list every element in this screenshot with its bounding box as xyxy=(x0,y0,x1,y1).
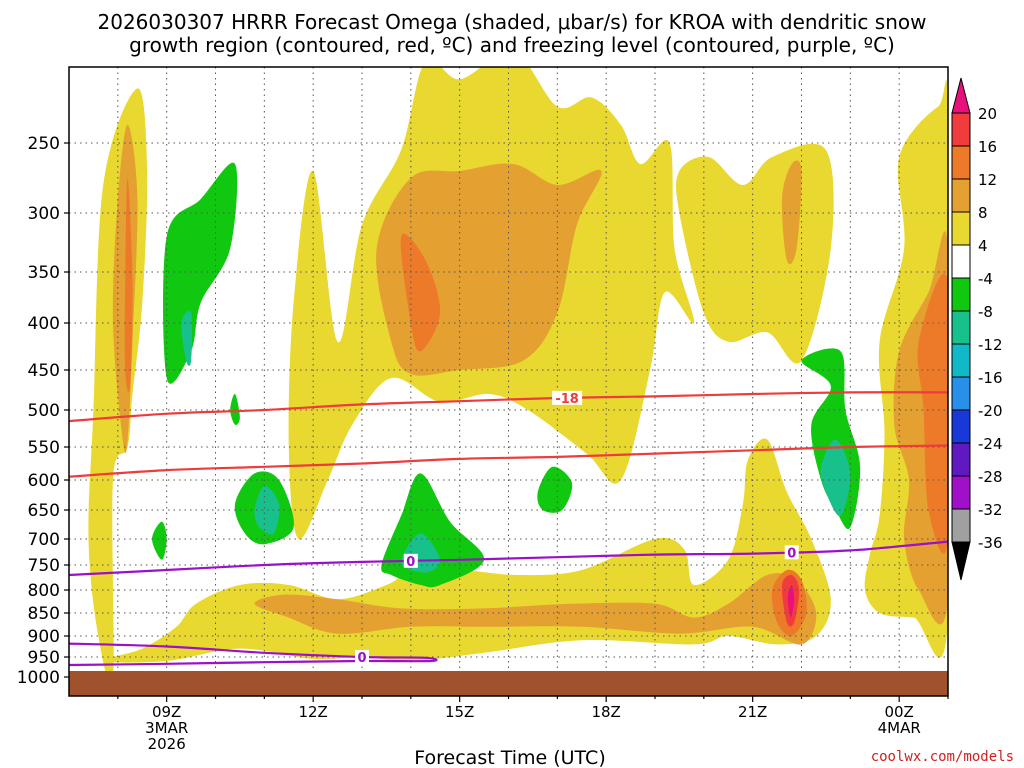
colorbar-bin xyxy=(951,310,971,345)
colorbar-label: 20 xyxy=(978,105,997,123)
title-line-2: growth region (contoured, red, ºC) and f… xyxy=(129,33,895,57)
omega-region-12 xyxy=(124,178,133,393)
freezing-level-label: 0 xyxy=(787,546,796,561)
title-line-1: 2026030307 HRRR Forecast Omega (shaded, … xyxy=(98,10,927,34)
y-tick-label: 900 xyxy=(28,627,60,647)
y-tick-label: 850 xyxy=(28,604,60,624)
omega-region-neg4 xyxy=(152,521,167,560)
y-tick-label: 500 xyxy=(28,401,60,421)
terrain-below-ground xyxy=(69,671,948,696)
colorbar-label: -4 xyxy=(978,270,993,288)
colorbar-bin xyxy=(951,376,971,411)
colorbar-bin xyxy=(951,178,971,213)
x-tick-label: 2026 xyxy=(148,735,186,753)
y-tick-label: 750 xyxy=(28,556,60,576)
colorbar-label: -24 xyxy=(978,435,1003,453)
omega-region-12 xyxy=(917,273,948,554)
y-tick-label: 350 xyxy=(28,263,60,283)
freezing-level-line xyxy=(69,540,948,577)
colorbar-bin xyxy=(951,508,971,543)
colorbar-bin xyxy=(951,244,971,279)
x-tick-label: 09Z xyxy=(152,703,181,721)
freezing-level-label-bg xyxy=(403,553,418,568)
dgz-isotherm-line xyxy=(69,391,948,423)
colorbar-bin xyxy=(951,442,971,477)
colorbar-label: 16 xyxy=(978,138,997,156)
colorbar-bin xyxy=(951,145,971,180)
omega-region-neg8 xyxy=(820,439,851,517)
omega-shading xyxy=(88,67,948,685)
x-tick-label: 00Z xyxy=(884,703,913,721)
y-tick-label: 400 xyxy=(28,314,60,334)
freezing-level-line xyxy=(69,642,438,667)
omega-region-neg8 xyxy=(181,310,193,366)
omega-region-neg8 xyxy=(254,485,280,535)
x-tick-label: 12Z xyxy=(298,703,327,721)
dgz-isotherm-label-bg xyxy=(552,390,583,405)
y-tick-label: 450 xyxy=(28,361,60,381)
y-tick-label: 600 xyxy=(28,471,60,491)
dgz-isotherm-line xyxy=(69,444,948,478)
colorbar-bin xyxy=(951,541,971,581)
colorbar-bin xyxy=(951,277,971,312)
x-axis-label: Forecast Time (UTC) xyxy=(414,747,605,768)
colorbar-label: 4 xyxy=(978,237,988,255)
omega-region-neg4 xyxy=(230,393,240,426)
credit-text: coolwx.com/models xyxy=(871,749,1014,765)
colorbar-label: -28 xyxy=(978,468,1003,486)
colorbar-label: -32 xyxy=(978,501,1003,519)
colorbar-label: 8 xyxy=(978,204,988,222)
colorbar-bin xyxy=(951,211,971,246)
y-tick-label: 250 xyxy=(28,134,60,154)
freezing-level-label-bg xyxy=(784,545,799,560)
colorbar-bin xyxy=(951,343,971,378)
freezing-level-label-bg xyxy=(355,650,369,664)
omega-region-8 xyxy=(254,573,817,645)
dgz-isotherms: -18 xyxy=(69,390,948,478)
freezing-level-label: 0 xyxy=(406,555,415,570)
x-tick-label: 4MAR xyxy=(878,719,921,737)
y-axis: 250 300 350 400 450 500 550 600 650 700 750 800 850 9… xyxy=(17,134,69,688)
colorbar-bin xyxy=(951,409,971,444)
omega-region-neg4 xyxy=(537,466,573,513)
colorbar: 20 16 12 8 4 -4 -8 -12 -16 -20 -24 -28 -32 -36 xyxy=(951,77,1003,581)
colorbar-bin xyxy=(951,112,971,147)
colorbar-bin xyxy=(951,77,971,114)
y-tick-label: 800 xyxy=(28,581,60,601)
colorbar-label: -20 xyxy=(978,402,1003,420)
x-tick-label: 3MAR xyxy=(145,719,188,737)
freezing-level-label: 0 xyxy=(357,651,366,666)
x-tick-label: 15Z xyxy=(445,703,474,721)
x-tick-label: 18Z xyxy=(591,703,620,721)
freezing-level-contours: 0 0 0 xyxy=(69,540,948,667)
y-tick-label: 1000 xyxy=(17,668,60,688)
omega-region-20 xyxy=(787,584,795,618)
x-tick-label: 21Z xyxy=(738,703,767,721)
dgz-isotherm-label: -18 xyxy=(555,392,579,407)
omega-region-12 xyxy=(400,233,441,352)
y-tick-label: 550 xyxy=(28,438,60,458)
y-tick-label: 700 xyxy=(28,530,60,550)
colorbar-label: -8 xyxy=(978,303,993,321)
y-tick-label: 300 xyxy=(28,204,60,224)
plot-area: -18 0 0 0 xyxy=(69,67,948,696)
colorbar-label: -16 xyxy=(978,369,1003,387)
y-tick-label: 650 xyxy=(28,501,60,521)
y-tick-label: 950 xyxy=(28,648,60,668)
colorbar-label: -36 xyxy=(978,534,1003,552)
colorbar-label: -12 xyxy=(978,336,1003,354)
colorbar-bin xyxy=(951,475,971,510)
colorbar-label: 12 xyxy=(978,171,997,189)
omega-region-8 xyxy=(781,160,802,265)
